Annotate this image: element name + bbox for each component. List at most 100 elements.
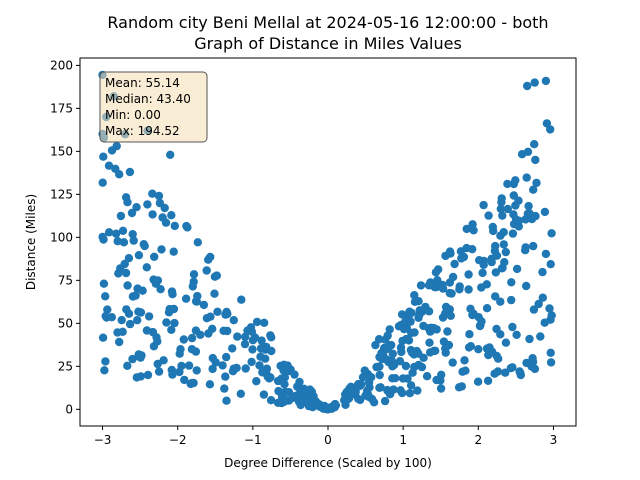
scatter-point — [523, 81, 532, 91]
stat-max: Max: 194.52 — [105, 124, 180, 138]
scatter-point — [305, 385, 315, 394]
scatter-point — [541, 249, 551, 259]
scatter-point — [341, 400, 350, 409]
scatter-point — [255, 361, 264, 370]
scatter-point — [532, 178, 541, 188]
scatter-point — [379, 351, 388, 361]
scatter-point — [99, 279, 109, 288]
scatter-point — [148, 210, 157, 219]
scatter-point — [223, 309, 232, 319]
scatter-point — [236, 389, 245, 398]
scatter-point — [522, 173, 531, 182]
scatter-point — [515, 367, 524, 376]
scatter-point — [538, 293, 547, 302]
scatter-point — [499, 228, 508, 237]
scatter-point — [181, 294, 191, 303]
scatter-point — [387, 356, 396, 365]
scatter-point — [179, 335, 188, 344]
stat-median: Median: 43.40 — [105, 92, 191, 106]
scatter-point — [107, 313, 117, 322]
y-tick-label: 125 — [50, 187, 73, 201]
scatter-point — [138, 286, 147, 295]
scatter-point — [240, 339, 250, 349]
scatter-point — [125, 319, 135, 329]
scatter-point — [433, 276, 442, 285]
scatter-point — [124, 254, 134, 263]
x-tick-label: 0 — [324, 433, 332, 447]
scatter-point — [142, 326, 152, 335]
y-axis-label: Distance (Miles) — [24, 194, 38, 290]
scatter-point — [115, 337, 124, 347]
y-tick-label: 0 — [65, 402, 73, 416]
scatter-point — [484, 350, 493, 360]
scatter-point — [143, 370, 153, 380]
scatter-point — [464, 270, 473, 279]
scatter-point — [98, 333, 108, 342]
scatter-point — [111, 229, 121, 238]
scatter-point — [483, 376, 493, 385]
scatter-point — [410, 328, 419, 337]
y-tick-label: 200 — [50, 58, 73, 72]
scatter-point — [229, 316, 238, 325]
y-tick-label: 50 — [58, 316, 73, 330]
scatter-point — [128, 292, 138, 301]
scatter-point — [122, 305, 131, 314]
scatter-point — [530, 140, 539, 149]
scatter-point — [529, 241, 538, 251]
scatter-point — [468, 220, 477, 229]
scatter-point — [499, 240, 508, 249]
scatter-point — [491, 268, 500, 277]
scatter-point — [136, 353, 145, 362]
scatter-point — [104, 161, 114, 170]
x-tick-label: 2 — [474, 433, 482, 447]
stats-box-background — [99, 71, 208, 143]
scatter-point — [99, 152, 108, 161]
scatter-point — [431, 346, 440, 355]
scatter-point — [248, 345, 257, 354]
scatter-point — [432, 282, 441, 292]
scatter-point — [388, 374, 397, 383]
scatter-point — [353, 381, 362, 390]
scatter-point — [509, 191, 518, 200]
scatter-point — [206, 252, 215, 262]
scatter-point — [410, 291, 419, 300]
scatter-point — [497, 194, 506, 203]
scatter-point — [187, 333, 197, 343]
scatter-point — [468, 310, 477, 320]
scatter-point — [175, 349, 184, 358]
scatter-point — [243, 326, 252, 335]
scatter-point — [416, 281, 426, 290]
scatter-point — [170, 318, 179, 328]
chart-title-line1: Random city Beni Mellal at 2024-05-16 12… — [107, 13, 548, 32]
scatter-point — [121, 268, 131, 278]
scatter-point — [144, 312, 154, 321]
scatter-point — [498, 211, 507, 220]
scatter-point — [475, 256, 484, 265]
scatter-point — [501, 338, 511, 347]
scatter-point — [398, 388, 407, 398]
scatter-point — [193, 238, 202, 247]
scatter-point — [167, 211, 176, 220]
scatter-point — [210, 289, 219, 298]
scatter-point — [488, 222, 497, 232]
scatter-point — [149, 342, 159, 351]
scatter-point — [154, 191, 164, 201]
scatter-point — [213, 307, 222, 316]
scatter-point — [477, 317, 486, 326]
x-tick-label: 1 — [399, 433, 407, 447]
y-tick-label: 75 — [58, 273, 73, 287]
scatter-point — [478, 268, 487, 278]
scatter-point — [531, 155, 540, 165]
scatter-point — [382, 344, 391, 354]
scatter-point — [455, 285, 464, 294]
scatter-point — [218, 361, 227, 370]
scatter-point — [134, 251, 144, 260]
scatter-point — [118, 226, 128, 235]
scatter-point — [252, 377, 261, 386]
scatter-point — [529, 305, 539, 314]
scatter-point — [199, 300, 209, 310]
scatter-point — [184, 361, 194, 370]
scatter-point — [241, 364, 250, 373]
scatter-point — [155, 198, 165, 208]
scatter-point — [441, 251, 450, 261]
